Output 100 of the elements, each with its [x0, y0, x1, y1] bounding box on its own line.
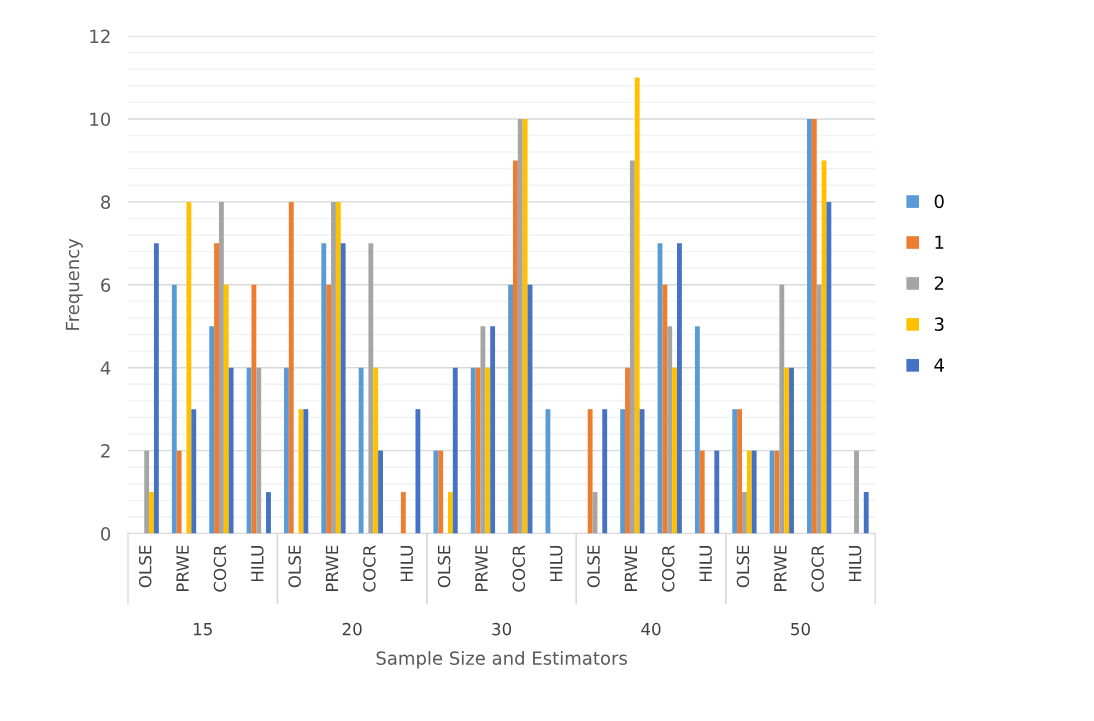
bar [321, 243, 327, 534]
x-tick-label: HILU [699, 546, 712, 582]
bar [452, 367, 458, 534]
bar [358, 367, 364, 534]
x-tick-label: HILU [400, 546, 414, 582]
y-axis-title: Frequency [65, 238, 83, 330]
bar [438, 450, 444, 534]
bar [373, 367, 379, 534]
bar [816, 284, 822, 534]
bar [751, 450, 757, 534]
bar [517, 118, 523, 534]
bar [171, 284, 177, 534]
bar [415, 409, 421, 534]
x-tick-label: HILU [848, 546, 862, 582]
x-tick-label: OLSE [138, 545, 152, 588]
x-tick-label: PRWE [176, 545, 189, 591]
x-tick-label: PRWE [475, 545, 488, 591]
bar [634, 77, 640, 534]
y-tick-label: 6 [101, 278, 111, 292]
y-tick-label: 2 [101, 444, 110, 458]
bar [672, 367, 677, 534]
bar [368, 243, 374, 534]
bar [694, 326, 700, 534]
bar [784, 367, 790, 534]
x-tick-label: PRWE [774, 545, 787, 591]
bar [677, 243, 682, 534]
x-tick-label: OLSE [736, 545, 750, 588]
x-tick-label: PRWE [624, 545, 637, 591]
x-tick-label: COCR [213, 545, 227, 592]
bar [629, 160, 635, 534]
bar [737, 409, 743, 534]
bar [214, 243, 219, 534]
x-tick-label: OLSE [437, 545, 451, 588]
bar [335, 201, 341, 534]
legend-label: 1 [935, 235, 944, 249]
bar [742, 492, 747, 534]
bar [779, 284, 785, 534]
bar [331, 201, 336, 534]
text: 20 [342, 622, 362, 636]
x-tick-label: HILU [251, 546, 264, 582]
bar [602, 409, 608, 534]
bar [433, 450, 439, 534]
x-tick-label: COCR [661, 545, 675, 592]
text: 50 [791, 622, 810, 636]
bar [807, 118, 812, 534]
bar [191, 409, 197, 534]
bar [288, 201, 294, 534]
legend-label: 3 [934, 317, 944, 331]
y-tick-label: 10 [90, 112, 111, 127]
bar [490, 326, 496, 534]
bar [587, 409, 593, 534]
bar [732, 409, 738, 534]
bar [854, 450, 859, 534]
bar [662, 284, 668, 534]
bar [699, 450, 705, 534]
bar [522, 118, 528, 534]
bar [340, 243, 346, 534]
bar [639, 409, 645, 534]
bar [620, 409, 626, 534]
bar [470, 367, 476, 534]
bar [378, 450, 383, 534]
text: 30 [492, 622, 512, 636]
text: 40 [641, 622, 661, 636]
bar [303, 409, 309, 534]
x-tick-label: HILU [550, 546, 563, 582]
bar [625, 367, 630, 534]
bar [251, 284, 257, 534]
x-tick-label: PRWE [325, 545, 339, 591]
bar [667, 326, 673, 534]
bar [545, 409, 551, 534]
bar [218, 201, 224, 534]
x-tick-label: COCR [512, 545, 526, 592]
x-tick-label: OLSE [288, 545, 301, 588]
legend-label: 4 [934, 358, 944, 372]
bar [326, 284, 332, 534]
bar [153, 243, 159, 534]
bar [447, 492, 453, 534]
y-tick-label: 12 [90, 29, 110, 43]
legend-label: 2 [934, 276, 944, 290]
bar [209, 326, 215, 534]
x-tick-label: COCR [363, 545, 376, 592]
bar [176, 450, 182, 534]
bar [256, 367, 262, 534]
bar [480, 326, 486, 534]
y-tick-label: 4 [100, 361, 111, 375]
y-tick-label: 0 [101, 527, 111, 541]
bar [746, 450, 752, 534]
bar [789, 367, 794, 534]
bar [228, 367, 234, 534]
bar [508, 284, 513, 534]
x-tick-label: COCR [811, 545, 824, 592]
bar [714, 450, 720, 534]
x-tick-label: OLSE [587, 545, 600, 588]
bar [266, 492, 271, 534]
bar [485, 367, 491, 534]
bar [811, 118, 817, 534]
bar [223, 284, 229, 534]
y-tick-label: 8 [101, 195, 111, 209]
text: 15 [193, 623, 212, 636]
bar [186, 201, 192, 534]
